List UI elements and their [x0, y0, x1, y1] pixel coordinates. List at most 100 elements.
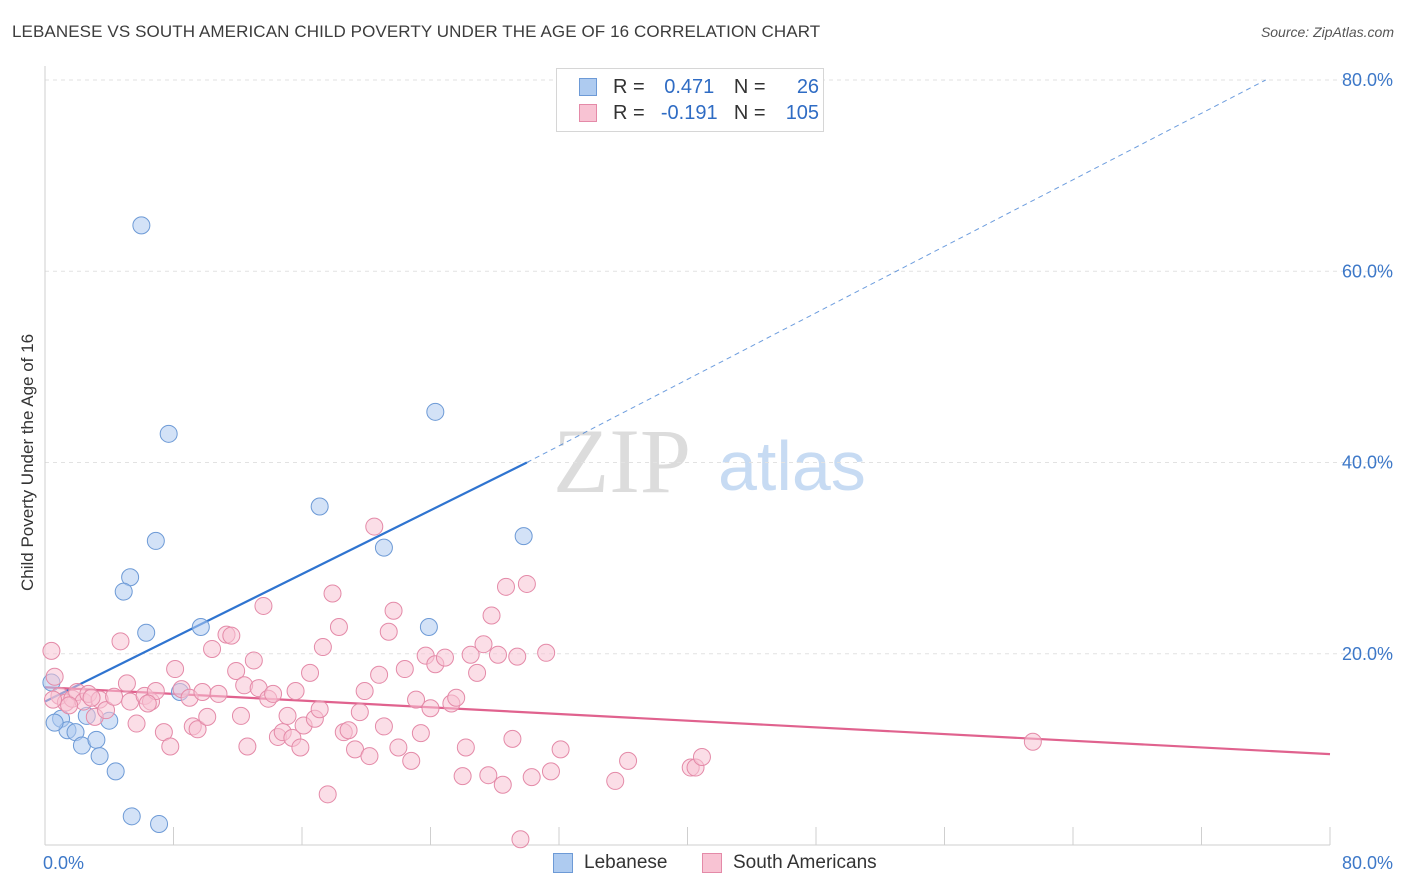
south-americans-point — [503, 729, 522, 748]
gridlines — [45, 79, 1392, 655]
watermark-atlas: atlas — [718, 427, 866, 505]
south-americans-point — [166, 660, 185, 679]
south-americans-point — [537, 643, 556, 662]
south-americans-point — [264, 684, 283, 703]
south-americans-point — [291, 738, 310, 757]
south-americans-point — [60, 696, 79, 715]
south-americans-point — [198, 707, 217, 726]
south-americans-point — [323, 584, 342, 603]
south-americans-point — [551, 740, 570, 759]
south-americans-point — [456, 738, 475, 757]
south-americans-point — [402, 751, 421, 770]
south-americans-point — [379, 622, 398, 641]
south-americans-point — [45, 667, 64, 686]
south-americans-point — [339, 721, 358, 740]
axes — [44, 66, 1331, 846]
lebanese-point — [137, 623, 156, 642]
y-tick-label: 20.0% — [1342, 644, 1393, 664]
n-label: N = — [733, 76, 766, 98]
south-americans-point — [301, 663, 320, 682]
south-americans-point — [355, 682, 374, 701]
lebanese-point — [150, 814, 169, 833]
south-americans-point — [374, 717, 393, 736]
lebanese-point — [374, 538, 393, 557]
lebanese-point — [106, 762, 125, 781]
south-americans-point — [365, 517, 384, 536]
south-americans-point — [82, 688, 101, 707]
south-americans-point — [474, 635, 493, 654]
lebanese-point — [159, 424, 178, 443]
south-americans-point — [395, 660, 414, 679]
south-americans-legend-swatch — [702, 853, 722, 873]
south-americans-point — [360, 747, 379, 766]
south-americans-point — [435, 648, 454, 667]
south-americans-point — [370, 665, 389, 684]
x-tick-label: 80.0% — [1342, 853, 1393, 873]
lebanese-point — [45, 713, 64, 732]
south-americans-point — [117, 674, 136, 693]
legend-label: Lebanese — [584, 852, 668, 873]
lebanese-point — [122, 807, 141, 826]
lebanese-point — [514, 527, 533, 546]
south-americans-point — [389, 738, 408, 757]
south-americans-point — [461, 645, 480, 664]
south-americans-point — [407, 690, 426, 709]
south-americans-point — [619, 751, 638, 770]
south-americans-point — [231, 706, 250, 725]
south-americans-point — [193, 683, 212, 701]
south-americans-point — [453, 767, 472, 786]
south-americans-point — [138, 694, 157, 713]
r-label: R = — [613, 102, 645, 124]
south-americans-point — [244, 651, 263, 670]
south-americans-point — [310, 700, 329, 719]
south-americans-point — [541, 762, 560, 781]
south-americans-swatch — [579, 104, 597, 122]
south-americans-point — [203, 639, 222, 658]
x-tick-label: 0.0% — [43, 853, 84, 873]
south-americans-point — [493, 775, 512, 794]
south-americans-point — [97, 701, 116, 720]
south-americans-point — [1023, 732, 1042, 751]
south-americans-point — [511, 830, 530, 849]
south-americans-point — [447, 688, 466, 707]
south-americans-point — [479, 766, 498, 785]
south-americans-point — [111, 632, 130, 651]
lebanese-trend-extension — [526, 79, 1266, 463]
south-americans-point — [488, 645, 507, 664]
south-americans-point — [127, 714, 146, 733]
lebanese-point — [426, 402, 445, 421]
lebanese-point — [132, 216, 151, 235]
south-americans-point — [606, 771, 625, 790]
south-americans-point — [105, 687, 124, 706]
r-value: -0.191 — [660, 102, 718, 124]
south-americans-point — [222, 626, 241, 645]
south-americans-point — [692, 748, 711, 767]
south-americans-point — [329, 617, 348, 636]
lebanese-trend-line — [44, 461, 528, 703]
south-americans-point — [318, 785, 337, 804]
r-value: 0.471 — [664, 76, 715, 98]
lebanese-point — [310, 497, 329, 516]
south-americans-point — [482, 606, 501, 625]
lebanese-swatch — [579, 78, 597, 96]
lebanese-point — [191, 617, 210, 636]
south-americans-point — [384, 601, 403, 620]
stats-legend-box: R = 0.471 N = 26 R = -0.191 N = 105 — [556, 68, 824, 132]
south-americans-point — [522, 768, 541, 787]
south-americans-point — [350, 703, 369, 722]
south-americans-point — [254, 596, 273, 615]
south-americans-point — [496, 577, 515, 596]
lebanese-point — [87, 730, 106, 749]
south-americans-trend-line — [44, 686, 1331, 756]
south-americans-point — [188, 720, 207, 739]
chart-title: LEBANESE VS SOUTH AMERICAN CHILD POVERTY… — [12, 22, 821, 41]
y-tick-label: 40.0% — [1342, 453, 1393, 473]
lebanese-point — [114, 582, 133, 601]
lebanese-point — [90, 747, 109, 766]
south-americans-point — [161, 737, 180, 756]
y-tick-label: 60.0% — [1342, 261, 1393, 281]
watermark-zip: ZIP — [553, 410, 691, 512]
n-label: N = — [733, 102, 766, 124]
lebanese-point — [146, 531, 165, 550]
